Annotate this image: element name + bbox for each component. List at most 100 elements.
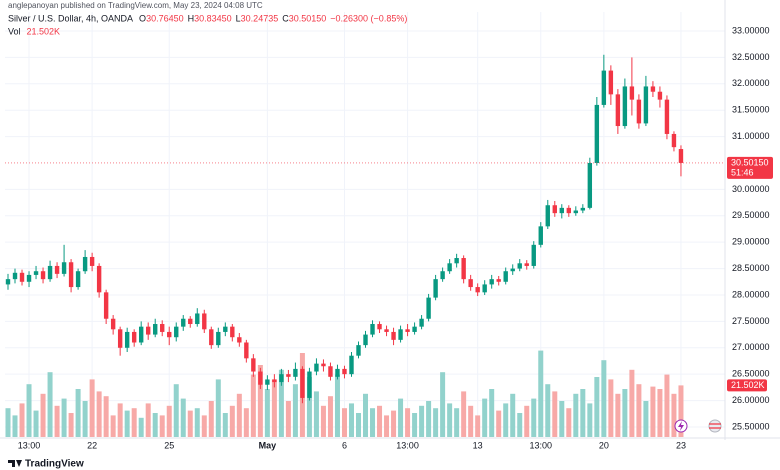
candle-body bbox=[629, 86, 635, 100]
candle-body bbox=[61, 262, 67, 274]
x-tick-label: May bbox=[259, 440, 277, 450]
x-tick-label: 6 bbox=[342, 440, 347, 450]
volume-bar bbox=[657, 389, 663, 437]
x-tick-label: 23 bbox=[676, 440, 686, 450]
volume-bar bbox=[615, 393, 621, 437]
volume-bar bbox=[573, 393, 579, 437]
volume-bar bbox=[33, 410, 39, 437]
candle-body bbox=[314, 363, 319, 372]
volume-bar bbox=[61, 398, 67, 437]
y-tick-label: 28.50000 bbox=[732, 263, 770, 273]
candle-body bbox=[580, 207, 586, 211]
ohlc-value: 30.24735 bbox=[241, 13, 279, 23]
volume-bar bbox=[643, 401, 649, 437]
attribution: anglepanoyan published on TradingView.co… bbox=[8, 1, 263, 10]
ohlc-key: C bbox=[282, 13, 289, 23]
candle-body bbox=[286, 374, 291, 377]
candle-body bbox=[405, 329, 410, 332]
candle-body bbox=[237, 337, 242, 343]
volume-bar bbox=[531, 398, 537, 437]
x-tick-label: 20 bbox=[599, 440, 609, 450]
volume-bar bbox=[257, 365, 263, 437]
candle-body bbox=[538, 226, 543, 245]
candle-body bbox=[622, 86, 628, 127]
x-tick-label: 13:00 bbox=[396, 440, 419, 450]
candle-body bbox=[75, 271, 81, 288]
candle-body bbox=[307, 371, 312, 398]
candle-body bbox=[398, 329, 403, 340]
candle-body bbox=[89, 256, 95, 266]
volume-bar bbox=[468, 405, 474, 437]
candle-body bbox=[146, 326, 151, 335]
candle-body bbox=[272, 379, 277, 383]
candle-body bbox=[321, 363, 326, 367]
candle-body bbox=[650, 86, 656, 92]
candle-body bbox=[524, 263, 529, 266]
x-tick-label: 25 bbox=[164, 440, 174, 450]
volume-bar bbox=[566, 408, 572, 437]
candle-body bbox=[188, 318, 193, 325]
volume-bar bbox=[201, 415, 207, 437]
candle-body bbox=[426, 297, 431, 319]
candle-body bbox=[251, 358, 256, 372]
volume-bar bbox=[313, 391, 319, 437]
volume-bar bbox=[341, 408, 347, 437]
volume-bar bbox=[636, 384, 642, 437]
volume-bar bbox=[524, 405, 530, 437]
volume-bar bbox=[40, 393, 46, 437]
candle-body bbox=[209, 329, 214, 346]
x-tick-label: 13:00 bbox=[18, 440, 41, 450]
candle-body bbox=[279, 374, 284, 383]
y-tick-label: 25.50000 bbox=[732, 421, 770, 431]
candle-body bbox=[447, 263, 452, 272]
volume-bar bbox=[419, 405, 425, 437]
candle-body bbox=[671, 133, 677, 148]
candle-body bbox=[503, 271, 508, 282]
candle-body bbox=[124, 331, 130, 348]
candle-body bbox=[363, 334, 368, 346]
candle-body bbox=[412, 326, 417, 332]
volume-bar bbox=[215, 379, 221, 437]
volume-bar bbox=[89, 379, 95, 437]
y-tick-label: 32.00000 bbox=[732, 78, 770, 88]
candle-body bbox=[328, 366, 333, 377]
volume-bar bbox=[510, 393, 516, 437]
volume-bar bbox=[243, 408, 249, 437]
candle-body bbox=[391, 331, 396, 340]
candle-body bbox=[510, 268, 515, 272]
volume-bar bbox=[384, 415, 390, 437]
volume-bar bbox=[348, 403, 354, 437]
ohlc-value: 30.50150 bbox=[289, 13, 327, 23]
candle-body bbox=[153, 324, 158, 335]
volume-bar bbox=[117, 403, 123, 437]
volume-bar bbox=[47, 372, 53, 437]
volume-bar bbox=[19, 403, 25, 437]
candle-body bbox=[33, 271, 39, 275]
candle-body bbox=[636, 99, 642, 124]
volume-bar bbox=[503, 403, 509, 437]
y-tick-label: 27.50000 bbox=[732, 316, 770, 326]
volume-bar bbox=[426, 401, 432, 437]
candle-body bbox=[664, 99, 670, 134]
candle-body bbox=[356, 345, 361, 356]
volume-bar bbox=[356, 413, 361, 437]
candle-body bbox=[440, 271, 445, 280]
candle-body bbox=[377, 324, 382, 330]
candle-body bbox=[265, 379, 270, 385]
brand: TradingView bbox=[25, 459, 84, 470]
candle-body bbox=[594, 104, 600, 163]
candle-body bbox=[54, 265, 60, 274]
volume-bar bbox=[334, 374, 340, 437]
candle-body bbox=[419, 318, 424, 327]
volume-bar bbox=[671, 393, 677, 437]
candle-body bbox=[138, 326, 144, 343]
volume-bar bbox=[482, 398, 488, 437]
candle-body bbox=[223, 326, 228, 332]
candle-body bbox=[12, 272, 18, 280]
candle-body bbox=[643, 86, 649, 124]
candle-body bbox=[68, 262, 74, 288]
volume-bar bbox=[222, 413, 228, 437]
volume-bar bbox=[271, 379, 277, 437]
candle-body bbox=[370, 324, 375, 335]
volume-bar bbox=[370, 408, 376, 437]
